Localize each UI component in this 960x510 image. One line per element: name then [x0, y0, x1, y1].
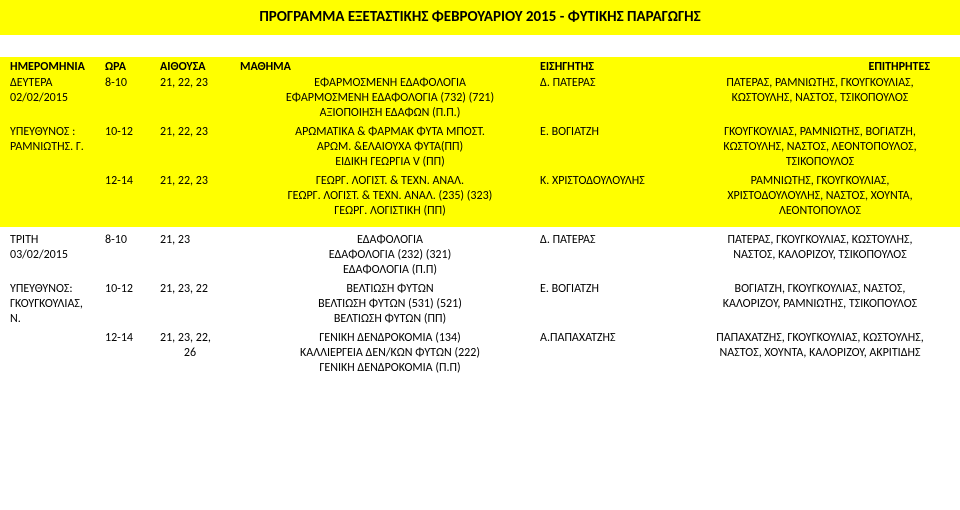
- course-name: ΓΕΝΙΚΗ ΔΕΝΔΡΟΚΟΜΙΑ (Π.Π): [240, 361, 540, 376]
- room-list: 21, 22, 23: [160, 76, 240, 91]
- course-name: ΑΡΩΜ. &ΕΛΑΙΟΥΧΑ ΦΥΤΑ(ΠΠ): [240, 140, 540, 155]
- day-name: ΔΕΥΤΕΡΑ: [10, 76, 105, 91]
- time-slot: 12-14: [105, 331, 160, 346]
- table-row: ΤΡΙΤΗ 03/02/2015 8-10 21, 23 ΕΔΑΦΟΛΟΓΙΑ …: [0, 233, 960, 278]
- course-name: ΕΦΑΡΜΟΣΜΕΝΗ ΕΔΑΦΟΛΟΓΙΑ (732) (721): [240, 91, 540, 106]
- lecturer-name: Α.ΠΑΠΑΧΑΤΖΗΣ: [540, 331, 690, 346]
- course-name: ΒΕΛΤΙΩΣΗ ΦΥΤΩΝ (531) (521): [240, 297, 540, 312]
- date-value: 03/02/2015: [10, 248, 105, 263]
- course-name: ΓΕΩΡΓ. ΛΟΓΙΣΤΙΚΗ (ΠΠ): [240, 204, 540, 219]
- responsible-label: ΥΠΕΥΘΥΝΟΣ :: [10, 125, 105, 140]
- table-row: ΥΠΕΥΘΥΝΟΣ : ΡΑΜΝΙΩΤΗΣ. Γ. 10-12 21, 22, …: [0, 125, 960, 170]
- room-list: 21, 23, 22: [160, 282, 240, 297]
- supervisors: ΛΕΟΝΤΟΠΟΥΛΟΣ: [690, 204, 950, 219]
- supervisors: ΤΣΙΚΟΠΟΥΛΟΣ: [690, 155, 950, 170]
- header-room: ΑΙΘΟΥΣΑ: [160, 60, 240, 74]
- course-name: ΑΞΙΟΠΟΙΗΣΗ ΕΔΑΦΩΝ (Π.Π.): [240, 106, 540, 121]
- course-name: ΕΔΑΦΟΛΟΓΙΑ (Π.Π): [240, 263, 540, 278]
- header-date: ΗΜΕΡΟΜΗΝΙΑ: [0, 60, 105, 74]
- header-time: ΩΡΑ: [105, 60, 160, 74]
- course-name: ΓΕΝΙΚΗ ΔΕΝΔΡΟΚΟΜΙΑ (134): [240, 331, 540, 346]
- day-block-monday: ΔΕΥΤΕΡΑ 02/02/2015 8-10 21, 22, 23 ΕΦΑΡΜ…: [0, 76, 960, 227]
- schedule-page: ΠΡΟΓΡΑΜΜΑ ΕΞΕΤΑΣΤΙΚΗΣ ΦΕΒΡΟΥΑΡΙΟΥ 2015 -…: [0, 0, 960, 382]
- supervisors: ΓΚΟΥΓΚΟΥΛΙΑΣ, ΡΑΜΝΙΩΤΗΣ, ΒΟΓΙΑΤΖΗ,: [690, 125, 950, 140]
- table-row: ΔΕΥΤΕΡΑ 02/02/2015 8-10 21, 22, 23 ΕΦΑΡΜ…: [0, 76, 960, 121]
- room-list: 21, 22, 23: [160, 125, 240, 140]
- table-row: 12-14 21, 23, 22, 26 ΓΕΝΙΚΗ ΔΕΝΔΡΟΚΟΜΙΑ …: [0, 331, 960, 376]
- supervisors: ΚΩΣΤΟΥΛΗΣ, ΝΑΣΤΟΣ, ΤΣΙΚΟΠΟΥΛΟΣ: [690, 91, 950, 106]
- lecturer-name: Δ. ΠΑΤΕΡΑΣ: [540, 76, 690, 91]
- responsible-label: ΥΠΕΥΘΥΝΟΣ:: [10, 282, 105, 297]
- time-slot: 10-12: [105, 125, 160, 140]
- supervisors: ΝΑΣΤΟΣ, ΧΟΥΝΤΑ, ΚΑΛΟΡΙΖΟΥ, ΑΚΡΙΤΙΔΗΣ: [690, 346, 950, 361]
- supervisors: ΚΑΛΟΡΙΖΟΥ, ΡΑΜΝΙΩΤΗΣ, ΤΣΙΚΟΠΟΥΛΟΣ: [690, 297, 950, 312]
- time-slot: 10-12: [105, 282, 160, 297]
- lecturer-name: Δ. ΠΑΤΕΡΑΣ: [540, 233, 690, 248]
- lecturer-name: Κ. ΧΡΙΣΤΟΔΟΥΛΟΥΛΗΣ: [540, 174, 690, 189]
- time-slot: 8-10: [105, 76, 160, 91]
- responsible-name: ΡΑΜΝΙΩΤΗΣ. Γ.: [10, 140, 105, 155]
- supervisors: ΧΡΙΣΤΟΔΟΥΛΟΥΛΗΣ, ΝΑΣΤΟΣ, ΧΟΥΝΤΑ,: [690, 189, 950, 204]
- day-name: ΤΡΙΤΗ: [10, 233, 105, 248]
- responsible-name: ΓΚΟΥΓΚΟΥΛΙΑΣ,: [10, 297, 105, 312]
- course-name: ΓΕΩΡΓ. ΛΟΓΙΣΤ. & ΤΕΧΝ. ΑΝΑΛ.: [240, 174, 540, 189]
- time-slot: 8-10: [105, 233, 160, 248]
- time-slot: 12-14: [105, 174, 160, 189]
- supervisors: ΚΩΣΤΟΥΛΗΣ, ΝΑΣΤΟΣ, ΛΕΟΝΤΟΠΟΥΛΟΣ,: [690, 140, 950, 155]
- course-name: ΒΕΛΤΙΩΣΗ ΦΥΤΩΝ: [240, 282, 540, 297]
- day-block-tuesday: ΤΡΙΤΗ 03/02/2015 8-10 21, 23 ΕΔΑΦΟΛΟΓΙΑ …: [0, 227, 960, 382]
- header-supervisors: ΕΠΙΤΗΡΗΤΕΣ: [690, 60, 950, 74]
- table-header: ΗΜΕΡΟΜΗΝΙΑ ΩΡΑ ΑΙΘΟΥΣΑ ΜΑΘΗΜΑ ΕΙΣΗΓΗΤΗΣ …: [0, 57, 960, 76]
- course-name: ΕΔΑΦΟΛΟΓΙΑ (232) (321): [240, 248, 540, 263]
- page-title: ΠΡΟΓΡΑΜΜΑ ΕΞΕΤΑΣΤΙΚΗΣ ΦΕΒΡΟΥΑΡΙΟΥ 2015 -…: [0, 0, 960, 35]
- lecturer-name: Ε. ΒΟΓΙΑΤΖΗ: [540, 125, 690, 140]
- course-name: ΚΑΛΛΙΕΡΓΕΙΑ ΔΕΝ/ΚΩΝ ΦΥΤΩΝ (222): [240, 346, 540, 361]
- supervisors: ΠΑΤΕΡΑΣ, ΓΚΟΥΓΚΟΥΛΙΑΣ, ΚΩΣΤΟΥΛΗΣ,: [690, 233, 950, 248]
- course-name: ΑΡΩΜΑΤΙΚΑ & ΦΑΡΜΑΚ ΦΥΤΑ ΜΠΟΣΤ.: [240, 125, 540, 140]
- room-list: 21, 23, 22,: [160, 331, 240, 346]
- supervisors: ΠΑΠΑΧΑΤΖΗΣ, ΓΚΟΥΓΚΟΥΛΙΑΣ, ΚΩΣΤΟΥΛΗΣ,: [690, 331, 950, 346]
- supervisors: ΒΟΓΙΑΤΖΗ, ΓΚΟΥΓΚΟΥΛΙΑΣ, ΝΑΣΤΟΣ,: [690, 282, 950, 297]
- supervisors: ΠΑΤΕΡΑΣ, ΡΑΜΝΙΩΤΗΣ, ΓΚΟΥΓΚΟΥΛΙΑΣ,: [690, 76, 950, 91]
- responsible-name: Ν.: [10, 312, 105, 327]
- header-course: ΜΑΘΗΜΑ: [240, 60, 540, 74]
- supervisors: ΡΑΜΝΙΩΤΗΣ, ΓΚΟΥΓΚΟΥΛΙΑΣ,: [690, 174, 950, 189]
- room-list: 21, 23: [160, 233, 240, 248]
- room-list: 21, 22, 23: [160, 174, 240, 189]
- course-name: ΒΕΛΤΙΩΣΗ ΦΥΤΩΝ (ΠΠ): [240, 312, 540, 327]
- course-name: ΓΕΩΡΓ. ΛΟΓΙΣΤ. & ΤΕΧΝ. ΑΝΑΛ. (235) (323): [240, 189, 540, 204]
- table-row: ΥΠΕΥΘΥΝΟΣ: ΓΚΟΥΓΚΟΥΛΙΑΣ, Ν. 10-12 21, 23…: [0, 282, 960, 327]
- supervisors: ΝΑΣΤΟΣ, ΚΑΛΟΡΙΖΟΥ, ΤΣΙΚΟΠΟΥΛΟΣ: [690, 248, 950, 263]
- table-row: 12-14 21, 22, 23 ΓΕΩΡΓ. ΛΟΓΙΣΤ. & ΤΕΧΝ. …: [0, 174, 960, 219]
- header-lecturer: ΕΙΣΗΓΗΤΗΣ: [540, 60, 690, 74]
- course-name: ΕΙΔΙΚΗ ΓΕΩΡΓΙΑ V (ΠΠ): [240, 155, 540, 170]
- lecturer-name: Ε. ΒΟΓΙΑΤΖΗ: [540, 282, 690, 297]
- course-name: ΕΔΑΦΟΛΟΓΙΑ: [240, 233, 540, 248]
- date-value: 02/02/2015: [10, 91, 105, 106]
- course-name: ΕΦΑΡΜΟΣΜΕΝΗ ΕΔΑΦΟΛΟΓΙΑ: [240, 76, 540, 91]
- room-list: 26: [160, 346, 240, 361]
